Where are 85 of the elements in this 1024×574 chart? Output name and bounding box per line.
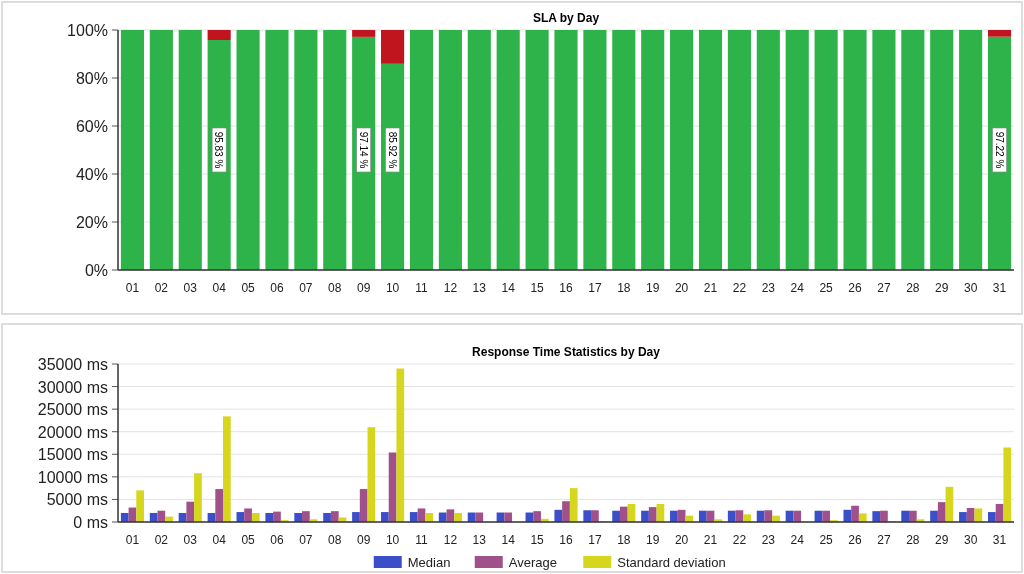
x-tick-label: 02 <box>154 281 169 295</box>
x-tick-label: 31 <box>992 281 1007 295</box>
x-tick-label: 07 <box>299 281 313 295</box>
x-tick-label: 20 <box>674 533 689 547</box>
x-tick-label: 21 <box>703 281 718 295</box>
x-tick-label: 16 <box>559 281 573 295</box>
legend-label: Average <box>508 554 557 570</box>
x-tick-label: 04 <box>212 281 227 295</box>
y-tick-label: 60% <box>75 118 108 135</box>
x-tick-label: 29 <box>935 533 949 547</box>
x-tick-label: 19 <box>646 533 660 547</box>
x-tick-label: 11 <box>415 533 429 547</box>
x-tick-label: 27 <box>877 533 891 547</box>
x-tick-label: 05 <box>241 281 256 295</box>
x-tick-label: 28 <box>906 533 920 547</box>
y-tick-label: 30000 ms <box>37 378 108 396</box>
x-tick-label: 08 <box>328 281 342 295</box>
x-tick-label: 15 <box>530 533 545 547</box>
x-tick-label: 12 <box>443 281 458 295</box>
x-tick-label: 03 <box>183 281 198 295</box>
data-label: 95.83 % <box>213 131 225 169</box>
x-tick-label: 04 <box>212 533 227 547</box>
x-tick-label: 12 <box>443 533 458 547</box>
x-tick-label: 15 <box>530 281 545 295</box>
x-tick-label: 20 <box>674 281 689 295</box>
x-tick-label: 26 <box>848 281 863 295</box>
x-tick-label: 26 <box>848 533 863 547</box>
y-tick-label: 10000 ms <box>37 468 108 486</box>
y-tick-label: 20% <box>75 214 108 231</box>
x-tick-label: 18 <box>617 533 631 547</box>
x-tick-label: 05 <box>241 533 256 547</box>
x-tick-label: 14 <box>501 281 516 295</box>
x-tick-label: 24 <box>790 281 805 295</box>
x-tick-label: 17 <box>588 533 602 547</box>
x-tick-label: 22 <box>732 533 747 547</box>
y-tick-label: 20000 ms <box>37 423 108 441</box>
y-tick-label: 0% <box>84 262 108 279</box>
x-tick-label: 19 <box>646 281 660 295</box>
data-label: 97.22 % <box>993 131 1005 169</box>
x-tick-label: 30 <box>963 533 978 547</box>
x-tick-label: 16 <box>559 533 573 547</box>
x-tick-label: 30 <box>963 281 978 295</box>
x-tick-label: 23 <box>761 281 776 295</box>
x-tick-label: 23 <box>761 533 776 547</box>
x-tick-label: 06 <box>270 281 284 295</box>
x-tick-label: 02 <box>154 533 169 547</box>
y-tick-label: 100% <box>67 22 108 39</box>
y-tick-label: 40% <box>75 166 108 183</box>
legend-label: Median <box>407 554 451 570</box>
x-tick-label: 28 <box>906 281 920 295</box>
x-tick-label: 09 <box>357 533 371 547</box>
x-tick-label: 01 <box>125 281 140 295</box>
legend-label: Standard deviation <box>617 554 726 570</box>
x-tick-label: 08 <box>328 533 342 547</box>
x-tick-label: 22 <box>732 281 747 295</box>
x-tick-label: 09 <box>357 281 371 295</box>
data-label: 97.14 % <box>357 131 369 169</box>
y-tick-label: 5000 ms <box>46 491 108 509</box>
x-tick-label: 10 <box>385 533 400 547</box>
x-tick-label: 29 <box>935 281 949 295</box>
x-tick-label: 25 <box>819 533 834 547</box>
x-tick-label: 10 <box>385 281 400 295</box>
x-tick-label: 21 <box>703 533 718 547</box>
x-tick-label: 03 <box>183 533 198 547</box>
x-tick-label: 31 <box>992 533 1007 547</box>
x-tick-label: 18 <box>617 281 631 295</box>
y-tick-label: 80% <box>75 70 108 87</box>
data-label: 85.92 % <box>386 131 398 169</box>
y-tick-label: 25000 ms <box>37 401 108 419</box>
x-tick-label: 24 <box>790 533 805 547</box>
x-tick-label: 11 <box>415 281 429 295</box>
x-tick-label: 07 <box>299 533 313 547</box>
chart-title: Response Time Statistics by Day <box>472 345 661 359</box>
y-tick-label: 15000 ms <box>37 446 108 464</box>
x-tick-label: 17 <box>588 281 602 295</box>
x-tick-label: 27 <box>877 281 891 295</box>
y-tick-label: 35000 ms <box>37 356 108 373</box>
x-tick-label: 14 <box>501 533 516 547</box>
x-tick-label: 01 <box>125 533 140 547</box>
x-tick-label: 06 <box>270 533 284 547</box>
chart-title: SLA by Day <box>532 11 600 25</box>
x-tick-label: 13 <box>472 533 487 547</box>
x-tick-label: 13 <box>472 281 487 295</box>
y-tick-label: 0 ms <box>73 514 108 531</box>
x-tick-label: 25 <box>819 281 834 295</box>
